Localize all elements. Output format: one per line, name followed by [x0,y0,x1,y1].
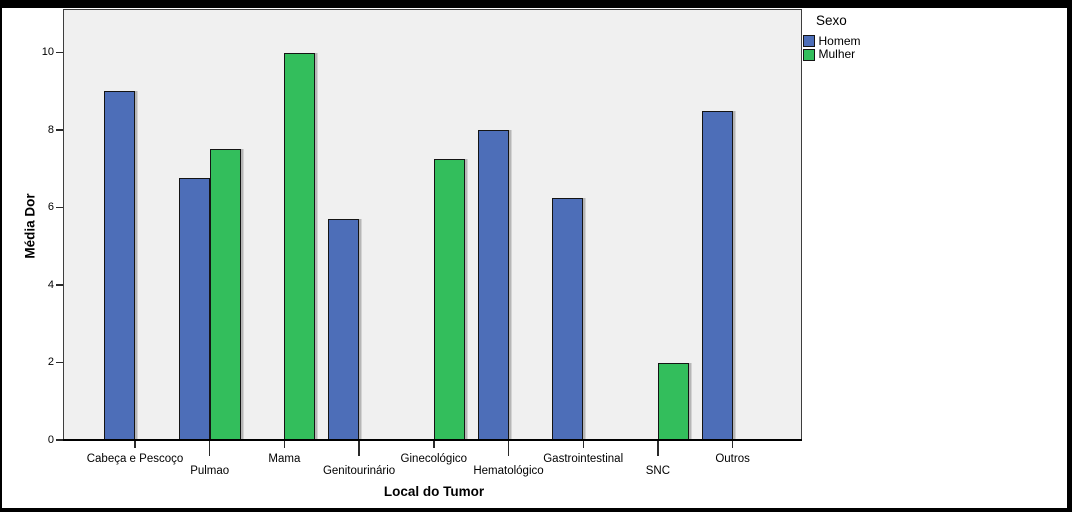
x-axis-category-label-pulmao: Pulmao [190,465,230,477]
y-axis-tick [56,206,63,209]
x-axis-line [63,439,802,441]
bar-mulher-ginecologico [433,159,465,440]
bar-homem-outros [701,110,733,440]
x-axis-tick [731,441,734,448]
y-axis-tick-label: 6 [47,201,54,213]
y-axis-title: Média Dor [22,193,38,259]
x-axis-tick [582,441,584,448]
y-axis-tick-label: 0 [47,433,54,446]
y-axis-tick-label: 10 [41,46,54,58]
bar-homem-gastrointestinal [552,197,584,440]
x-axis-category-label-hematologico: Hematológico [473,465,544,477]
x-axis-tick [134,441,136,448]
x-axis-tick [358,441,360,456]
x-axis-category-label-cabeca-e-pescoco: Cabeça e Pescoço [86,453,184,465]
x-axis-tick [208,441,211,456]
x-axis-category-label-mama: Mama [268,453,301,465]
bar-mulher-mama [284,52,316,440]
y-axis-tick [56,129,63,131]
x-axis-tick [657,441,659,456]
x-axis-category-label-genitourinario: Genitourinário [322,465,396,477]
legend-swatch-homem [802,35,815,47]
bar-mulher-snc [657,362,689,440]
x-axis-tick [283,441,286,448]
legend-title: Sexo [816,13,847,28]
x-axis-title: Local do Tumor [383,484,485,499]
y-axis-tick-label: 2 [47,356,54,368]
bar-homem-cabeca-e-pescoco [104,91,135,441]
y-axis-tick-label: 8 [47,123,54,136]
y-axis-tick [56,361,63,364]
y-axis-tick-label: 4 [47,278,54,291]
legend-swatch-mulher [802,48,815,61]
x-axis-category-label-outros: Outros [715,453,750,465]
bar-homem-genitourinario [328,219,360,440]
x-axis-category-label-snc: SNC [645,465,671,477]
legend-label-mulher: Mulher [818,47,856,61]
y-axis-tick [56,439,63,441]
x-axis-tick [433,441,435,448]
legend-label-homem: Homem [818,33,861,48]
x-axis-category-label-gastrointestinal: Gastrointestinal [543,453,624,465]
bar-mulher-pulmao [209,149,241,440]
x-axis-tick [507,441,510,456]
y-axis-tick [56,51,63,54]
bar-homem-hematologico [477,130,509,440]
bar-homem-pulmao [178,178,210,440]
y-axis-tick [56,284,63,286]
x-axis-category-label-ginecologico: Ginecológico [400,453,468,465]
